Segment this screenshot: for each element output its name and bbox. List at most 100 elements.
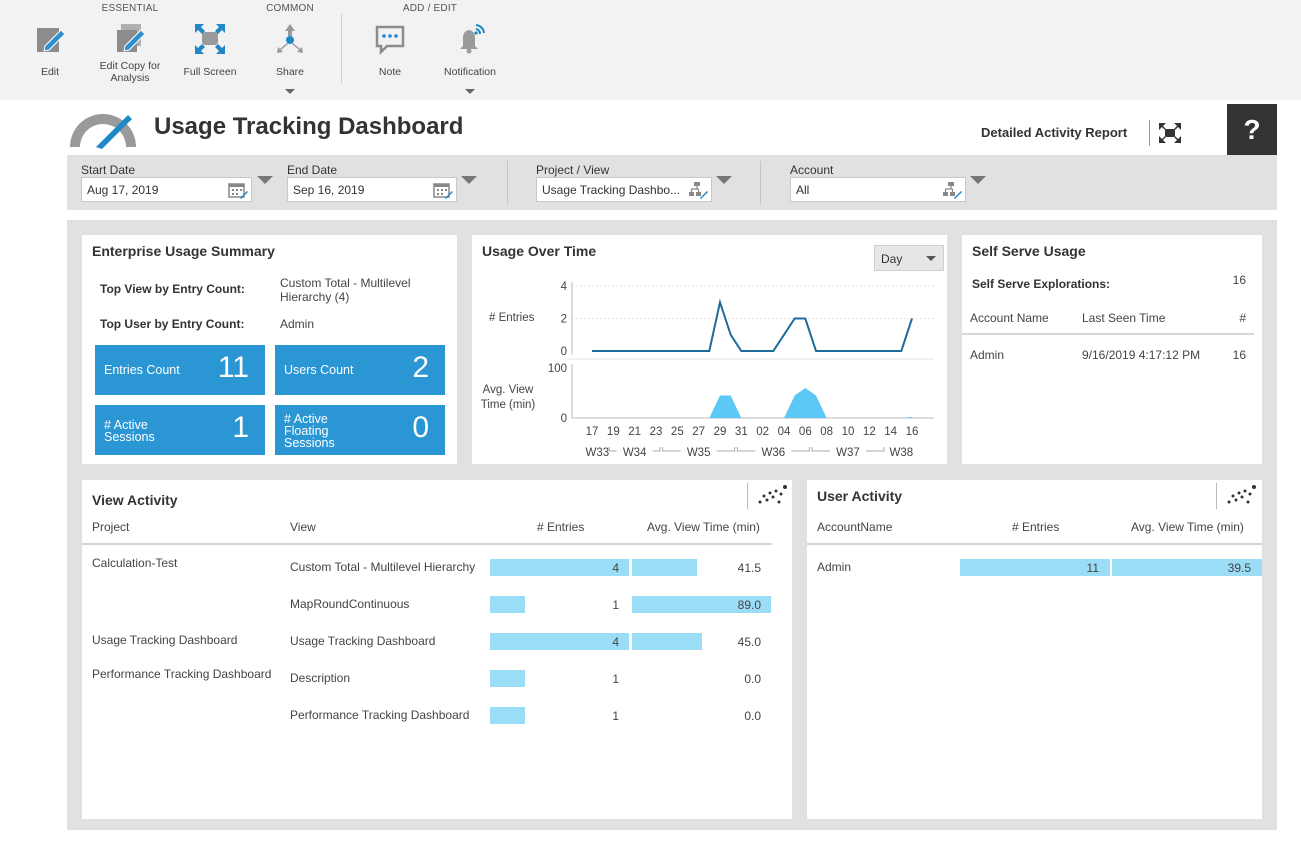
start-date-input[interactable]: Aug 17, 2019 [81, 177, 252, 202]
top-user-value: Admin [280, 317, 315, 331]
gauge-logo-icon [70, 114, 136, 149]
table-header-divider [807, 543, 1262, 545]
week-bracket [608, 447, 617, 452]
share-icon [277, 24, 303, 53]
edit-button[interactable]: Edit [10, 20, 90, 90]
user-activity-panel: User Activity AccountName # Entries Avg.… [807, 480, 1262, 819]
column-header-last-seen[interactable]: Last Seen Time [1082, 311, 1166, 325]
view-cell: Performance Tracking Dashboard [290, 708, 470, 722]
entries-value: 4 [612, 561, 619, 575]
panel-title: User Activity [817, 488, 903, 504]
entries-value: 1 [612, 672, 619, 686]
group-label-essential: ESSENTIAL [101, 3, 159, 14]
tile-value: 1 [232, 411, 249, 444]
notification-dropdown-icon[interactable] [465, 89, 475, 94]
view-cell: Description [290, 671, 351, 685]
entries-bar [490, 670, 525, 687]
calendar-icon[interactable] [433, 181, 453, 199]
week-bracket [662, 447, 681, 452]
edit-copy-button[interactable]: Edit Copy for Analysis [90, 20, 170, 90]
scatter-plot-icon[interactable] [1226, 484, 1256, 506]
edit-label: Edit [40, 66, 60, 78]
share-button[interactable]: Share [250, 20, 330, 90]
end-date-label: End Date [287, 163, 338, 177]
scatter-plot-icon[interactable] [757, 484, 787, 506]
full-screen-icon [195, 24, 225, 54]
account-select[interactable]: All [790, 177, 966, 202]
full-screen-label: Full Screen [183, 66, 237, 78]
end-date-input[interactable]: Sep 16, 2019 [287, 177, 457, 202]
avg-view-time-value: 0.0 [744, 709, 761, 723]
full-screen-button[interactable]: Full Screen [170, 20, 250, 90]
detailed-activity-report-link[interactable]: Detailed Activity Report [981, 125, 1128, 140]
granularity-value: Day [881, 252, 903, 266]
help-button[interactable]: ? [1227, 104, 1277, 155]
tile-value: 0 [412, 411, 429, 444]
x-tick-label: 06 [799, 426, 812, 438]
hierarchy-icon[interactable] [688, 181, 708, 199]
view-cell: Custom Total - Multilevel Hierarchy [290, 560, 476, 574]
x-tick-label: 04 [778, 426, 791, 438]
entries-value: 11 [1086, 561, 1099, 575]
enterprise-usage-summary-panel: Enterprise Usage Summary Top View by Ent… [82, 235, 457, 464]
avg-view-time-bar [1112, 559, 1262, 576]
table-header-divider [962, 333, 1254, 335]
x-tick-label: 08 [820, 426, 833, 438]
column-header-account-name[interactable]: Account Name [970, 311, 1049, 325]
top-user-label: Top User by Entry Count: [100, 317, 245, 331]
entries-bar [490, 707, 525, 724]
entries-bar [490, 596, 525, 613]
week-label: W33 [586, 447, 610, 459]
tile-label: Users Count [284, 363, 354, 377]
entries-bar [490, 559, 629, 576]
entries-bar [490, 633, 629, 650]
column-header-count[interactable]: # [1239, 311, 1246, 325]
x-tick-label: 31 [735, 426, 748, 438]
x-tick-label: 16 [906, 426, 919, 438]
entries-series-line [592, 298, 913, 352]
week-label: W36 [762, 447, 786, 459]
week-bracket [791, 447, 810, 452]
chevron-down-icon [926, 256, 936, 261]
end-date-dropdown-icon[interactable] [461, 176, 477, 184]
column-header-entries[interactable]: # Entries [1012, 520, 1060, 534]
x-tick-label: 29 [714, 426, 727, 438]
avg-view-time-value: 89.0 [737, 598, 761, 612]
users-count-tile[interactable]: Users Count 2 [275, 345, 445, 395]
column-header-account-name[interactable]: AccountName [817, 520, 893, 534]
column-header-avg-view-time[interactable]: Avg. View Time (min) [647, 520, 760, 534]
column-header-project[interactable]: Project [92, 520, 130, 534]
note-button[interactable]: Note [350, 20, 430, 90]
tile-label: # Active Sessions [104, 418, 155, 444]
calendar-icon[interactable] [228, 181, 248, 199]
entries-count-tile[interactable]: Entries Count 11 [95, 345, 265, 395]
panel-title: Self Serve Usage [972, 243, 1086, 259]
project-view-dropdown-icon[interactable] [716, 176, 732, 184]
share-dropdown-icon[interactable] [285, 89, 295, 94]
note-icon [375, 25, 405, 56]
hierarchy-icon[interactable] [942, 181, 962, 199]
active-floating-sessions-tile[interactable]: # Active Floating Sessions 0 [275, 405, 445, 455]
column-header-view[interactable]: View [290, 520, 316, 534]
week-label: W35 [687, 447, 711, 459]
project-view-select[interactable]: Usage Tracking Dashbo... [536, 177, 712, 202]
column-header-avg-view-time[interactable]: Avg. View Time (min) [1131, 520, 1244, 534]
usage-over-time-panel: Usage Over Time Day # Entries Avg. View … [472, 235, 947, 464]
page-title: Usage Tracking Dashboard [154, 113, 464, 140]
notification-button[interactable]: Notification [430, 20, 510, 90]
project-cell: Calculation-Test [92, 556, 178, 570]
granularity-select[interactable]: Day [874, 245, 944, 271]
filter-divider [760, 161, 761, 205]
account-value: All [796, 183, 810, 197]
y-tick-label: 4 [561, 281, 568, 293]
active-sessions-tile[interactable]: # Active Sessions 1 [95, 405, 265, 455]
week-bracket [716, 447, 736, 452]
avg-view-time-value: 0.0 [744, 672, 761, 686]
share-label: Share [275, 66, 305, 78]
expand-icon[interactable] [1158, 122, 1182, 144]
x-tick-label: 19 [607, 426, 620, 438]
account-dropdown-icon[interactable] [970, 176, 986, 184]
start-date-dropdown-icon[interactable] [257, 176, 273, 184]
column-header-entries[interactable]: # Entries [537, 520, 585, 534]
